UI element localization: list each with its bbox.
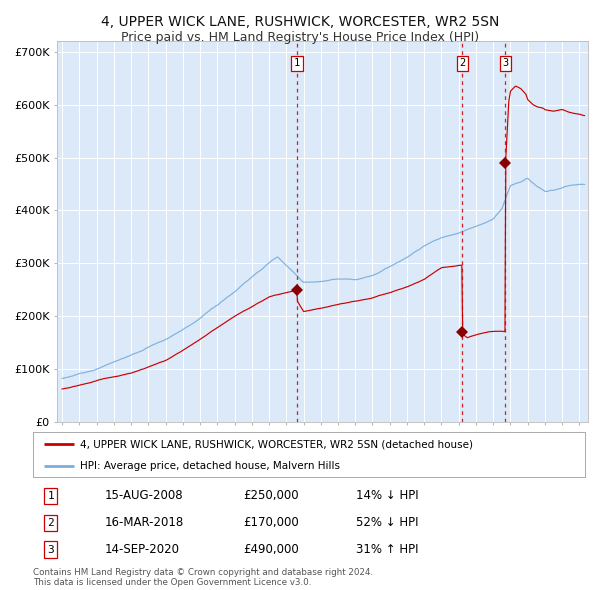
- Text: HPI: Average price, detached house, Malvern Hills: HPI: Average price, detached house, Malv…: [80, 461, 340, 471]
- Text: 16-MAR-2018: 16-MAR-2018: [105, 516, 184, 529]
- Text: 4, UPPER WICK LANE, RUSHWICK, WORCESTER, WR2 5SN (detached house): 4, UPPER WICK LANE, RUSHWICK, WORCESTER,…: [80, 440, 473, 450]
- Text: 2: 2: [47, 518, 54, 527]
- Text: 52% ↓ HPI: 52% ↓ HPI: [356, 516, 418, 529]
- Text: 3: 3: [502, 58, 509, 68]
- Text: 1: 1: [294, 58, 300, 68]
- Text: 31% ↑ HPI: 31% ↑ HPI: [356, 543, 418, 556]
- Text: £250,000: £250,000: [243, 489, 298, 502]
- Text: 3: 3: [47, 545, 54, 555]
- Text: Price paid vs. HM Land Registry's House Price Index (HPI): Price paid vs. HM Land Registry's House …: [121, 31, 479, 44]
- Text: 14-SEP-2020: 14-SEP-2020: [105, 543, 180, 556]
- Text: 14% ↓ HPI: 14% ↓ HPI: [356, 489, 419, 502]
- Text: £170,000: £170,000: [243, 516, 299, 529]
- Text: 4, UPPER WICK LANE, RUSHWICK, WORCESTER, WR2 5SN: 4, UPPER WICK LANE, RUSHWICK, WORCESTER,…: [101, 15, 499, 29]
- Text: 2: 2: [459, 58, 466, 68]
- Text: 1: 1: [47, 491, 54, 501]
- Text: Contains HM Land Registry data © Crown copyright and database right 2024.
This d: Contains HM Land Registry data © Crown c…: [33, 568, 373, 587]
- Text: 15-AUG-2008: 15-AUG-2008: [105, 489, 184, 502]
- Text: £490,000: £490,000: [243, 543, 299, 556]
